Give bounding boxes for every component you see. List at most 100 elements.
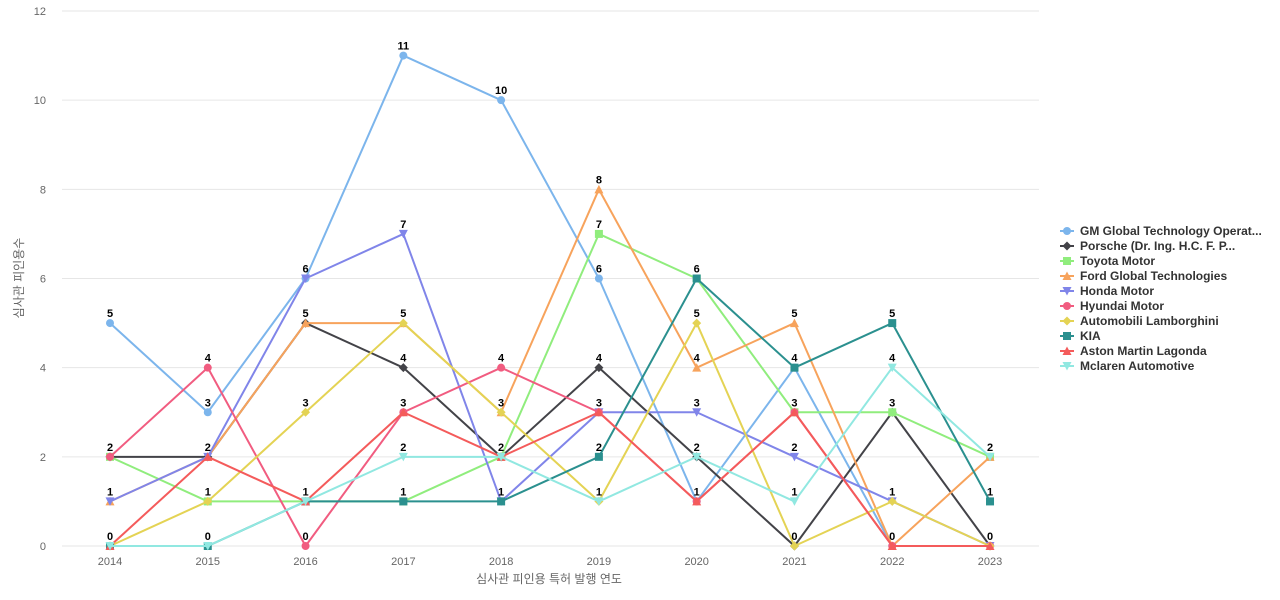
data-label: 5 (400, 308, 406, 320)
legend-marker (1062, 346, 1072, 355)
legend-item[interactable]: KIA (1060, 329, 1101, 343)
legend-item[interactable]: Aston Martin Lagonda (1060, 344, 1207, 358)
y-tick-label: 0 (40, 541, 46, 553)
legend-item[interactable]: Ford Global Technologies (1060, 269, 1227, 283)
data-point (594, 363, 604, 373)
legend-label: Toyota Motor (1080, 254, 1155, 268)
data-point (594, 229, 603, 238)
x-tick-label: 2014 (98, 556, 122, 568)
data-point (301, 274, 311, 283)
data-label: 8 (596, 174, 602, 186)
data-point (887, 541, 897, 550)
y-tick-label: 8 (40, 184, 46, 196)
legend-item[interactable]: Mclaren Automotive (1060, 359, 1195, 373)
legend-marker (1062, 271, 1072, 280)
data-label: 2 (498, 442, 504, 454)
data-point (790, 363, 799, 372)
data-point (789, 497, 799, 506)
data-label: 1 (302, 486, 308, 498)
data-label: 4 (791, 353, 798, 365)
data-label: 11 (398, 41, 410, 53)
data-point (692, 318, 702, 328)
data-label: 7 (596, 219, 602, 231)
y-axis: 0 2 4 6 8 10 12 (34, 6, 46, 553)
series-line (109, 54, 991, 547)
legend-item[interactable]: Hyundai Motor (1060, 299, 1164, 313)
x-tick-label: 2019 (587, 556, 611, 568)
data-label: 3 (596, 397, 602, 409)
data-point (105, 497, 115, 506)
data-label: 4 (694, 353, 701, 365)
data-label: 2 (694, 442, 700, 454)
legend-label: KIA (1080, 329, 1101, 343)
legend-item[interactable]: Automobili Lamborghini (1060, 314, 1219, 328)
legend-label: Ford Global Technologies (1080, 269, 1227, 283)
data-point (692, 363, 702, 372)
legend-item[interactable]: Toyota Motor (1060, 254, 1155, 268)
data-point (887, 496, 897, 506)
data-point (497, 363, 506, 372)
data-label: 1 (694, 486, 700, 498)
data-label: 3 (498, 397, 504, 409)
data-point (594, 407, 604, 417)
data-point (203, 363, 212, 372)
data-point (594, 184, 604, 194)
data-point (789, 452, 799, 462)
data-label: 2 (205, 442, 211, 454)
data-label: 4 (498, 353, 505, 365)
data-label: 0 (791, 531, 797, 543)
legend[interactable]: GM Global Technology Operat...Porsche (D… (1060, 224, 1262, 373)
series-line (109, 411, 991, 547)
data-label: 7 (400, 219, 406, 231)
legend-label: GM Global Technology Operat... (1080, 224, 1262, 238)
data-point (985, 541, 995, 550)
y-tick-label: 6 (40, 274, 46, 286)
data-label: 0 (302, 531, 308, 543)
data-label: 3 (205, 397, 211, 409)
series-10[interactable] (105, 363, 995, 551)
y-tick-label: 4 (40, 363, 46, 375)
data-point (888, 408, 897, 417)
data-point (789, 407, 799, 417)
data-label: 5 (889, 308, 895, 320)
data-point (399, 51, 408, 60)
series-line (109, 322, 991, 547)
data-point (497, 96, 506, 105)
data-point (203, 408, 212, 417)
data-point (398, 363, 408, 373)
x-tick-label: 2018 (489, 556, 513, 568)
data-point (887, 363, 897, 373)
legend-item[interactable]: GM Global Technology Operat... (1060, 224, 1262, 238)
data-point (301, 318, 311, 328)
data-label: 1 (107, 486, 113, 498)
legend-marker (1062, 241, 1072, 251)
data-point (692, 408, 702, 417)
data-label: 2 (987, 442, 993, 454)
data-label: 4 (400, 353, 407, 365)
x-tick-label: 2020 (684, 556, 708, 568)
legend-label: Mclaren Automotive (1080, 359, 1195, 373)
data-point (106, 452, 114, 461)
data-point (888, 319, 897, 328)
data-point (594, 497, 604, 506)
x-tick-label: 2015 (196, 556, 220, 568)
data-point (496, 407, 506, 417)
data-label: 6 (694, 264, 700, 276)
legend-item[interactable]: Honda Motor (1060, 284, 1154, 298)
data-point (301, 542, 310, 550)
legend-marker (1062, 287, 1072, 296)
legend-label: Honda Motor (1080, 284, 1154, 298)
series-line (109, 232, 991, 503)
x-axis-title: 심사관 피인용 특허 발행 연도 (476, 571, 622, 586)
data-label: 6 (302, 264, 308, 276)
data-label: 2 (107, 442, 113, 454)
legend-item[interactable]: Porsche (Dr. Ing. H.C. F. P... (1060, 239, 1235, 253)
data-label: 1 (400, 486, 406, 498)
data-label: 2 (596, 442, 602, 454)
data-label: 1 (205, 486, 211, 498)
data-point (398, 318, 408, 328)
legend-marker (1063, 332, 1071, 340)
data-point (692, 452, 702, 462)
data-point (789, 318, 799, 328)
data-label: 6 (596, 264, 602, 276)
